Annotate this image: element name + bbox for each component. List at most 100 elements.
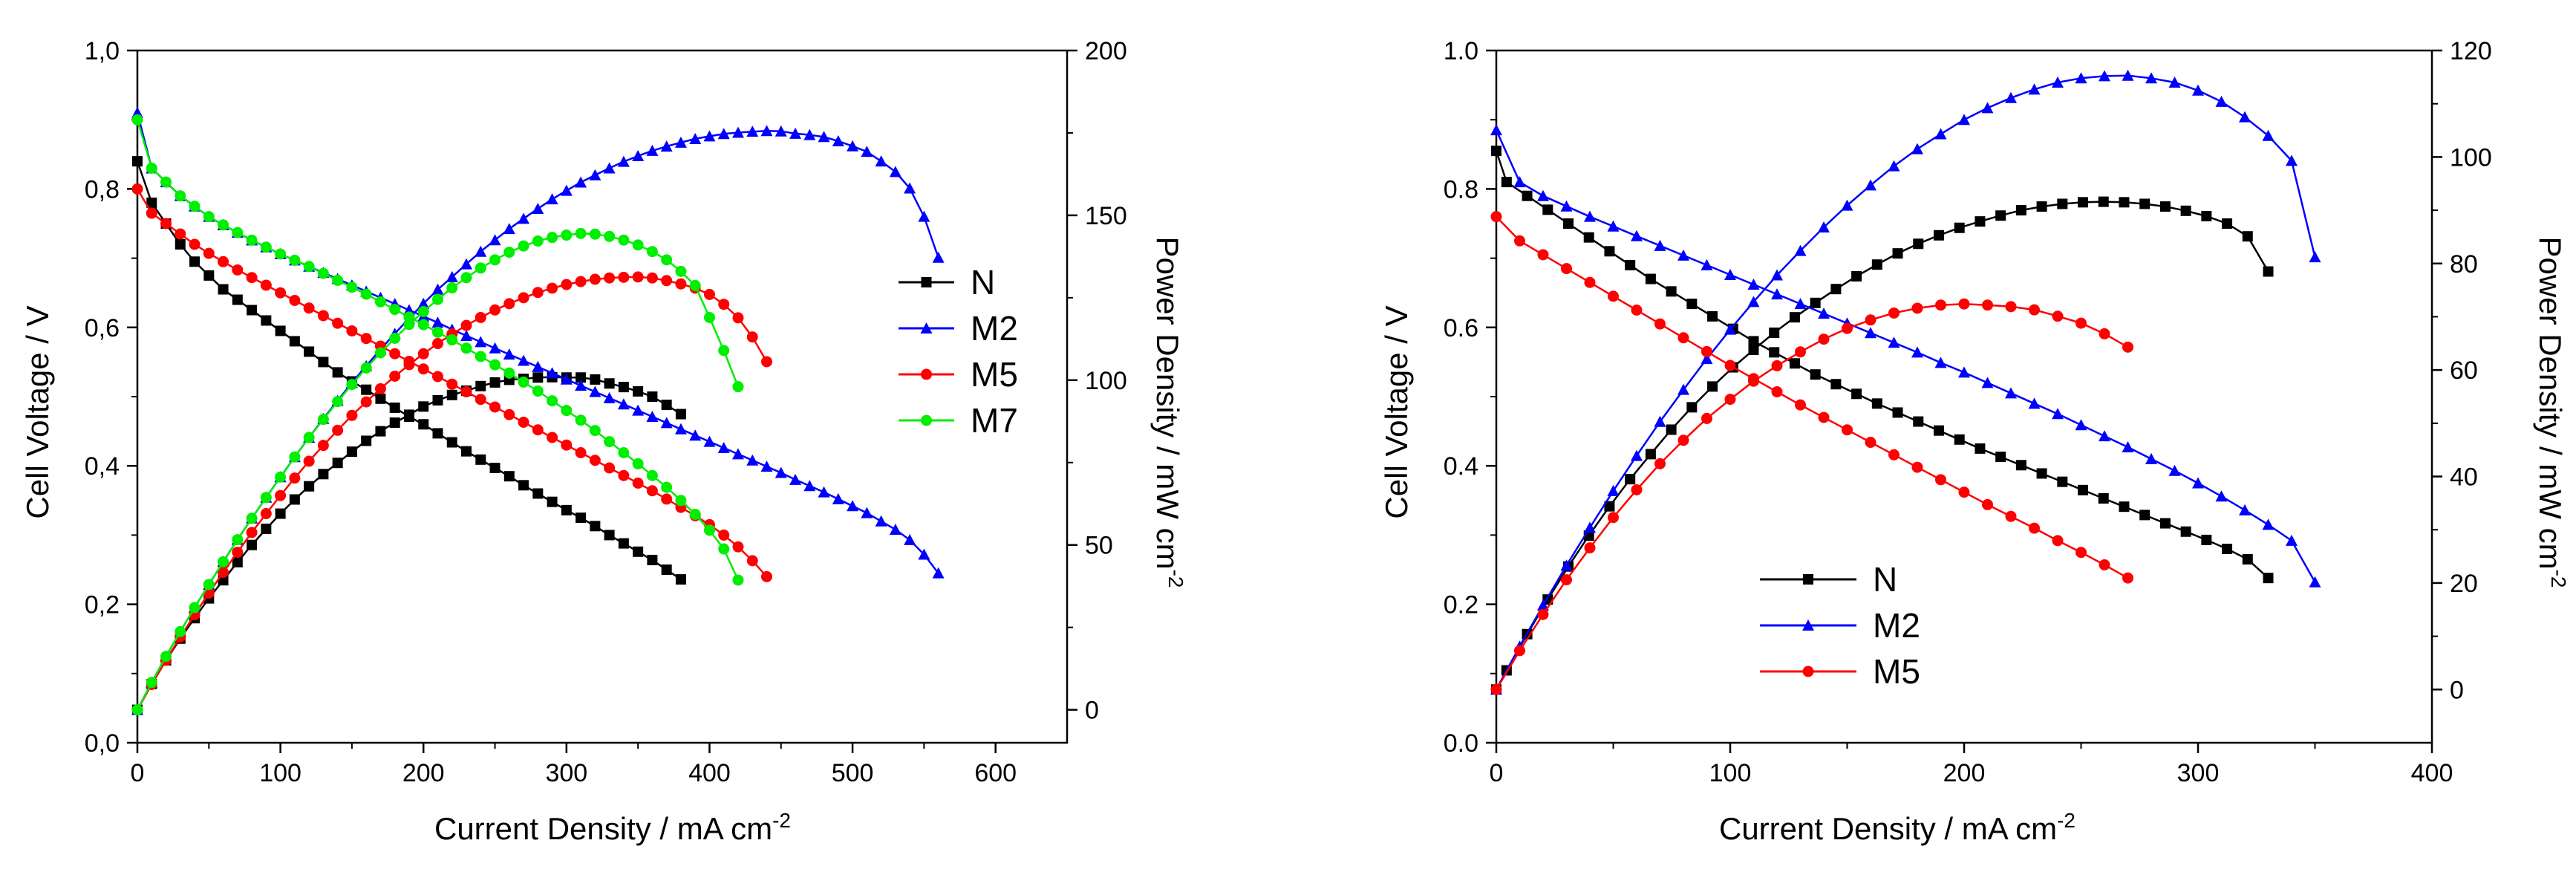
left-m7-power-point (160, 651, 172, 663)
left-m5-voltage-point (289, 294, 301, 306)
right-n-power-point (1892, 248, 1903, 259)
right-y2-tick-label: 20 (2450, 570, 2478, 598)
right-y-tick-label: 0.2 (1444, 591, 1478, 619)
left-m5-voltage-point (260, 279, 272, 291)
left-m2-power-point (446, 270, 458, 282)
right-m5-voltage-point (1724, 359, 1736, 371)
left-m5-power-point (489, 304, 501, 316)
left-m7-power-point (317, 414, 329, 426)
left-m5-voltage-point (360, 333, 372, 345)
left-n-power-point (446, 389, 457, 400)
left-m7-voltage-point (503, 367, 515, 379)
right-m5-power-point (1911, 302, 1923, 314)
right-m2-voltage-line (1495, 129, 2316, 583)
left-n-power-point (432, 394, 443, 406)
left-n-power-point (475, 380, 486, 391)
left-chart: 0 100 200 300 400 500 600 0,0 0,2 0,4 0,6 0,8 1,0 0 50… (20, 37, 1187, 846)
left-m2-power-point (932, 251, 945, 263)
right-n-power-point (1604, 501, 1615, 512)
right-m2-voltage-point (1677, 249, 1689, 261)
left-m2-power-point (746, 126, 759, 137)
left-n-voltage-point (418, 419, 429, 430)
right-m2-power-point (1934, 128, 1947, 140)
left-m5-power-point (332, 424, 344, 436)
left-x-tick-label: 300 (545, 759, 587, 787)
right-n-voltage-point (2263, 573, 2274, 584)
right-m2-voltage-point (2028, 397, 2041, 409)
right-m5-voltage-point (1958, 487, 1970, 498)
right-y-tick-label: 1.0 (1444, 37, 1478, 65)
left-x-tick-label: 400 (688, 759, 731, 787)
left-m5-voltage-point (131, 183, 143, 195)
right-n-voltage-point (1501, 177, 1512, 188)
left-m2-voltage-point (703, 435, 716, 447)
left-m7-power-point (561, 230, 573, 241)
left-m7-voltage-point (189, 201, 200, 212)
left-n-power-point (389, 417, 400, 429)
right-y-tick-label: 0.4 (1444, 452, 1478, 481)
left-m2-power-point (518, 212, 530, 224)
left-m7-voltage-point (460, 342, 472, 354)
left-x-tick-label: 100 (259, 759, 301, 787)
left-m5-power-point (260, 508, 272, 520)
right-m2-voltage-point (1981, 377, 1994, 388)
left-m7-voltage-line (136, 119, 740, 581)
left-m7-voltage-point (303, 261, 315, 273)
right-m2-power-point (1958, 114, 1970, 126)
right-n-voltage-point (1604, 246, 1615, 257)
right-n-power-point (1645, 449, 1656, 460)
left-m5-power-point (431, 338, 443, 350)
left-m5-voltage-point (317, 310, 329, 322)
left-m7-voltage-point (246, 234, 258, 246)
right-m2-voltage-point (1513, 176, 1526, 188)
left-m7-voltage-point (632, 458, 644, 469)
right-m5-power-point (1888, 307, 1900, 319)
right-m5-voltage-point (1514, 235, 1525, 247)
left-m2-voltage-point (546, 367, 558, 379)
left-m2-voltage-point (532, 360, 544, 372)
left-m2-voltage-point (904, 533, 916, 545)
left-m7-power-point (246, 513, 258, 524)
left-n-voltage-point (461, 446, 472, 457)
left-m5-power-point (475, 311, 486, 323)
left-legend-item-m5: M5 (899, 355, 1018, 394)
left-n-voltage-point (590, 521, 601, 532)
right-m2-power-point (1981, 102, 1994, 114)
left-m2-power-point (660, 140, 673, 152)
right-m5-voltage-point (1631, 305, 1643, 316)
left-y-tick-label: 0,4 (85, 452, 120, 481)
right-n-power-point (2139, 198, 2151, 209)
right-m5-power-point (2005, 301, 2017, 313)
left-n-power-point (318, 469, 329, 480)
left-x-tick-label: 500 (832, 759, 874, 787)
right-m5-voltage-point (1865, 437, 1876, 449)
left-m7-voltage-point (417, 319, 429, 331)
left-m7-power-point (289, 451, 301, 463)
left-m7-power-point (718, 345, 730, 357)
right-m5-power-point (1982, 299, 1993, 311)
left-n-voltage-point (132, 156, 143, 167)
left-n-power-point (403, 409, 414, 420)
left-m7-power-point (618, 234, 630, 246)
left-n-power-point (375, 426, 386, 437)
right-m5-voltage-line (1496, 215, 2129, 579)
left-y-tick-label: 1,0 (85, 37, 120, 65)
right-n-voltage-point (1625, 259, 1636, 270)
left-legend-item-m7: M7 (899, 401, 1018, 440)
left-legend-label-m2: M2 (971, 309, 1018, 348)
right-m5-power-point (1561, 574, 1572, 586)
right-m2-power-point (2262, 129, 2275, 141)
left-legend-item-m2: M2 (899, 309, 1018, 348)
left-m5-voltage-point (446, 378, 458, 390)
left-m7-voltage-point (532, 385, 544, 397)
right-n-power-point (1625, 474, 1636, 485)
left-m2-power-point (617, 155, 630, 167)
right-n-power-point (2015, 205, 2026, 216)
left-m5-voltage-point (389, 348, 401, 359)
left-m7-voltage-point (661, 481, 673, 493)
left-n-voltage-point (575, 513, 587, 524)
left-m2-voltage-point (789, 473, 802, 485)
left-m2-voltage-point (861, 507, 873, 518)
left-m5-voltage-point (232, 264, 244, 276)
left-m2-voltage-point (746, 454, 759, 466)
